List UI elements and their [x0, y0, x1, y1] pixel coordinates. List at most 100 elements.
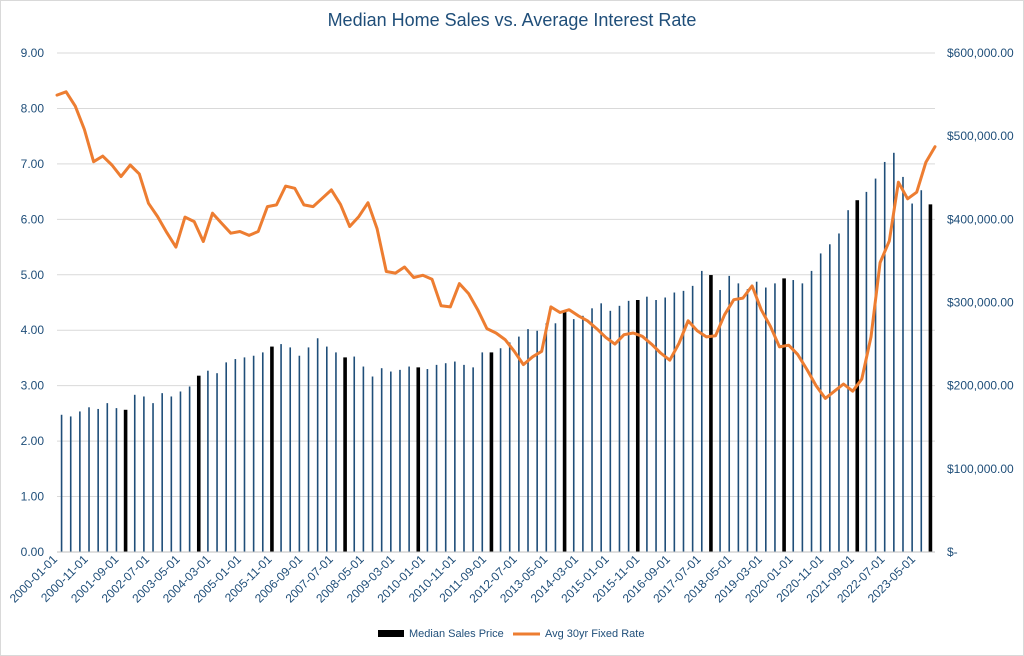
bar-median-sales-price	[865, 191, 868, 552]
y-left-tick-label: 6.00	[21, 212, 45, 226]
bar-median-sales-price	[928, 204, 933, 552]
bar-median-sales-price	[819, 253, 822, 552]
y-right-tick-label: $500,000.00	[947, 129, 1014, 143]
bar-median-sales-price	[489, 352, 494, 552]
bar-median-sales-price	[664, 297, 666, 552]
legend-label-median-sales-price: Median Sales Price	[409, 628, 504, 640]
bar-median-sales-price	[225, 362, 227, 552]
y-right-tick-label: $-	[947, 545, 958, 559]
bar-median-sales-price	[252, 355, 255, 552]
bar-median-sales-price	[719, 290, 721, 552]
bar-median-sales-price	[161, 393, 163, 552]
bar-median-sales-price	[472, 367, 474, 552]
bar-median-sales-price	[920, 190, 923, 552]
bar-median-sales-price	[609, 310, 612, 552]
y-left-tick-label: 7.00	[21, 157, 45, 171]
bar-median-sales-price	[243, 357, 246, 552]
bar-median-sales-price	[810, 270, 813, 552]
bar-median-sales-price	[152, 403, 154, 552]
bar-median-sales-price	[646, 296, 648, 552]
bar-median-sales-price	[426, 369, 429, 552]
bar-median-sales-price	[207, 370, 209, 552]
gridlines	[57, 52, 935, 553]
bar-median-sales-price	[682, 290, 685, 552]
bar-median-sales-price	[88, 407, 90, 552]
bar-median-sales-price	[326, 346, 328, 552]
bar-median-sales-price	[600, 303, 602, 552]
legend-label-avg-30yr-fixed-rate: Avg 30yr Fixed Rate	[545, 628, 644, 640]
bar-median-sales-price	[782, 278, 786, 552]
bar-median-sales-price	[883, 161, 886, 552]
bar-median-sales-price	[307, 347, 310, 552]
y-axis-right: $- $100,000.00 $200,000.00 $300,000.00 $400,…	[947, 46, 1014, 559]
bar-median-sales-price	[536, 330, 538, 552]
x-axis: 2000-01-012000-11-012001-09-012002-07-01…	[7, 551, 935, 606]
legend-swatch-median-sales-price	[378, 630, 404, 637]
chart-title: Median Home Sales vs. Average Interest R…	[328, 10, 697, 30]
bar-median-sales-price	[774, 283, 776, 552]
bar-median-sales-price	[801, 283, 804, 552]
bar-median-sales-price	[591, 308, 593, 552]
y-left-tick-label: 4.00	[21, 323, 45, 337]
bar-median-sales-price	[343, 357, 347, 552]
bar-median-sales-price	[874, 178, 877, 552]
bar-median-sales-price	[627, 300, 630, 552]
legend: Median Sales Price Avg 30yr Fixed Rate	[378, 628, 644, 640]
bar-median-sales-price	[746, 289, 749, 552]
bar-median-sales-price	[416, 367, 421, 552]
bar-median-sales-price	[234, 359, 237, 552]
bar-median-sales-price	[673, 292, 676, 552]
bar-median-sales-price	[69, 416, 72, 552]
bar-median-sales-price	[371, 376, 374, 552]
bar-median-sales-price	[499, 348, 502, 552]
bar-median-sales-price	[755, 281, 758, 552]
bar-median-sales-price	[106, 403, 109, 552]
bar-median-sales-price	[261, 352, 264, 552]
bar-median-sales-price	[298, 355, 301, 552]
bar-median-sales-price	[115, 408, 118, 552]
y-right-tick-label: $100,000.00	[947, 462, 1014, 476]
bar-median-sales-price	[709, 275, 713, 552]
bar-median-sales-price	[855, 200, 860, 552]
bar-median-sales-price	[170, 396, 173, 552]
bar-median-sales-price	[399, 369, 401, 552]
bar-median-sales-price	[655, 300, 657, 552]
bar-median-sales-price	[508, 342, 511, 552]
bar-series-median-sales-price	[60, 152, 933, 553]
bar-median-sales-price	[635, 300, 640, 552]
y-right-tick-label: $200,000.00	[947, 379, 1014, 393]
bar-median-sales-price	[179, 391, 182, 552]
bar-median-sales-price	[792, 280, 795, 552]
bar-median-sales-price	[902, 176, 904, 552]
bar-median-sales-price	[554, 323, 557, 552]
bar-median-sales-price	[97, 408, 99, 552]
bar-median-sales-price	[280, 344, 282, 552]
y-left-tick-label: 1.00	[21, 490, 45, 504]
bar-median-sales-price	[444, 363, 447, 552]
bar-median-sales-price	[691, 285, 694, 552]
y-right-tick-label: $300,000.00	[947, 296, 1014, 310]
bar-median-sales-price	[893, 152, 895, 553]
bar-median-sales-price	[196, 375, 201, 552]
bar-median-sales-price	[143, 396, 145, 552]
bar-median-sales-price	[353, 356, 356, 552]
bar-median-sales-price	[380, 368, 383, 552]
y-right-tick-label: $400,000.00	[947, 212, 1014, 226]
bar-median-sales-price	[911, 203, 913, 552]
bar-median-sales-price	[123, 409, 128, 552]
y-left-tick-label: 5.00	[21, 268, 45, 282]
bar-median-sales-price	[527, 329, 529, 552]
line-series-avg-30yr-fixed-rate	[55, 90, 937, 400]
bar-median-sales-price	[316, 338, 319, 552]
y-right-tick-label: $600,000.00	[947, 46, 1014, 60]
bar-median-sales-price	[133, 394, 136, 552]
bar-median-sales-price	[390, 371, 392, 552]
bar-median-sales-price	[728, 275, 731, 552]
y-left-tick-label: 8.00	[21, 101, 45, 115]
bar-median-sales-price	[618, 305, 621, 552]
bar-median-sales-price	[362, 366, 365, 552]
y-left-tick-label: 9.00	[21, 46, 45, 60]
bar-median-sales-price	[60, 414, 63, 552]
bar-median-sales-price	[700, 270, 703, 552]
